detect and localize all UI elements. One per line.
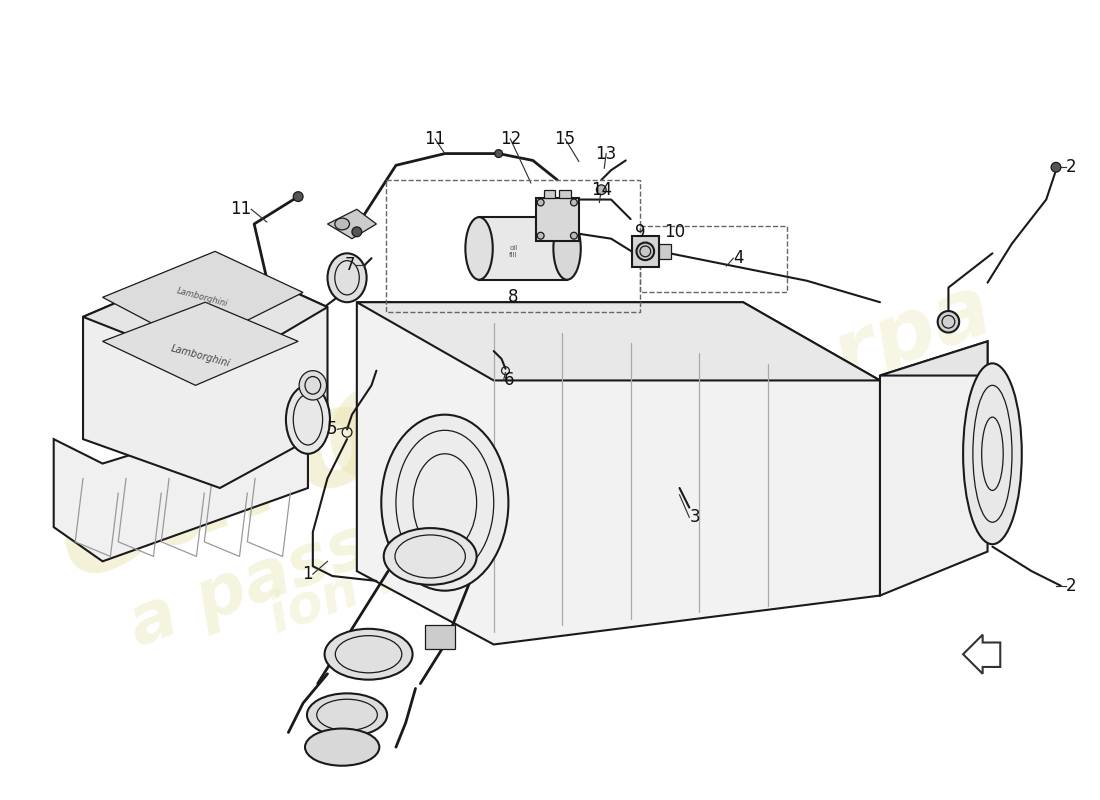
Polygon shape — [102, 302, 298, 386]
Ellipse shape — [382, 414, 508, 590]
Text: 3: 3 — [690, 508, 700, 526]
Ellipse shape — [305, 729, 380, 766]
Ellipse shape — [553, 217, 581, 280]
Ellipse shape — [299, 370, 327, 400]
Ellipse shape — [964, 363, 1022, 544]
Polygon shape — [631, 236, 659, 267]
Text: 4: 4 — [734, 250, 744, 267]
Text: 12: 12 — [499, 130, 521, 148]
Text: 11: 11 — [425, 130, 446, 148]
Text: 5: 5 — [327, 420, 338, 438]
Ellipse shape — [328, 254, 366, 302]
Text: c: c — [298, 344, 434, 515]
Polygon shape — [426, 625, 454, 650]
Text: 15: 15 — [554, 130, 575, 148]
Polygon shape — [480, 217, 568, 280]
Text: a pass: a pass — [120, 511, 378, 660]
Polygon shape — [543, 190, 556, 198]
Text: 11: 11 — [230, 200, 251, 218]
Polygon shape — [559, 190, 571, 198]
Polygon shape — [880, 342, 988, 375]
Text: Lamborghini: Lamborghini — [176, 286, 229, 309]
Ellipse shape — [637, 242, 654, 260]
Text: 1: 1 — [302, 565, 312, 583]
Polygon shape — [356, 302, 880, 381]
Text: 10: 10 — [664, 223, 685, 241]
Ellipse shape — [307, 694, 387, 736]
Text: 7: 7 — [344, 256, 355, 274]
Text: ion for parts: ion for parts — [262, 469, 627, 644]
Text: rts: rts — [739, 409, 914, 548]
Ellipse shape — [324, 629, 412, 680]
Ellipse shape — [1052, 162, 1060, 172]
Polygon shape — [82, 258, 328, 370]
Ellipse shape — [465, 217, 493, 280]
Polygon shape — [964, 634, 1000, 674]
Text: 14: 14 — [591, 181, 612, 198]
Text: 8: 8 — [508, 288, 518, 306]
Polygon shape — [102, 251, 304, 346]
Polygon shape — [356, 302, 880, 645]
Text: 2: 2 — [1066, 158, 1077, 176]
Polygon shape — [328, 210, 376, 238]
Ellipse shape — [352, 227, 362, 237]
Text: Lamborghini: Lamborghini — [169, 343, 231, 369]
Ellipse shape — [937, 311, 959, 333]
Ellipse shape — [537, 232, 544, 239]
Polygon shape — [54, 400, 308, 562]
Polygon shape — [82, 258, 328, 488]
Ellipse shape — [596, 185, 606, 194]
Text: 9: 9 — [635, 223, 646, 241]
Text: 2: 2 — [1066, 577, 1077, 594]
Polygon shape — [880, 342, 988, 595]
Text: eurocarpa: eurocarpa — [512, 267, 1003, 514]
Polygon shape — [536, 198, 579, 241]
Ellipse shape — [334, 218, 350, 230]
Ellipse shape — [384, 528, 476, 585]
Ellipse shape — [571, 232, 578, 239]
Text: oil
fill: oil fill — [509, 245, 517, 258]
Text: 13: 13 — [595, 145, 617, 162]
Text: euro: euro — [39, 370, 401, 606]
Ellipse shape — [495, 150, 503, 158]
Ellipse shape — [571, 199, 578, 206]
Ellipse shape — [286, 386, 330, 454]
Polygon shape — [659, 243, 671, 259]
Ellipse shape — [537, 199, 544, 206]
Text: 6: 6 — [504, 371, 514, 390]
Ellipse shape — [294, 192, 304, 202]
